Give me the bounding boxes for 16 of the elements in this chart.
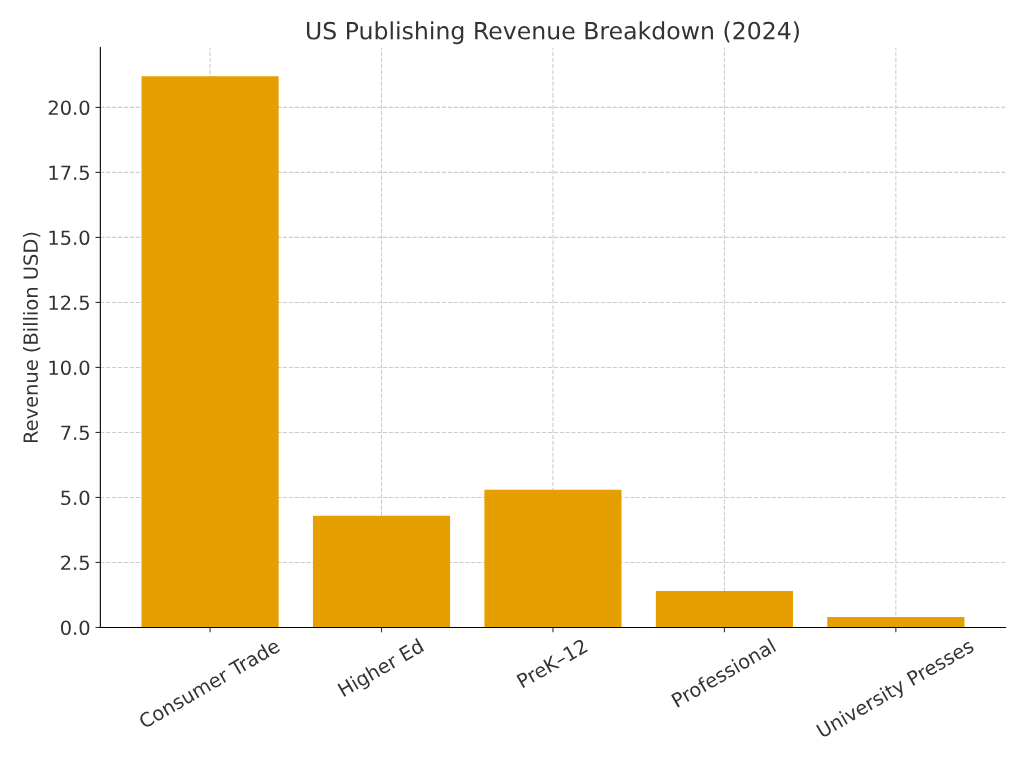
bar <box>655 591 793 628</box>
y-tick-label: 15.0 <box>49 230 90 246</box>
y-tick-label: 5.0 <box>61 490 90 506</box>
chart-title: US Publishing Revenue Breakdown (2024) <box>306 21 799 45</box>
y-tick-label: 17.5 <box>49 165 89 181</box>
bar <box>484 489 622 628</box>
y-tick-label: 7.5 <box>61 425 89 441</box>
y-tick-label: 20.0 <box>48 100 90 116</box>
y-tick-label: 2.5 <box>61 555 89 571</box>
y-tick-label: 12.5 <box>49 295 89 311</box>
bar <box>827 617 965 628</box>
y-tick-label: 0.0 <box>60 620 90 636</box>
bar <box>312 515 451 628</box>
bar <box>141 76 279 628</box>
y-axis-title: Revenue (Billion USD) <box>22 232 41 443</box>
y-tick-label: 10.0 <box>49 360 90 376</box>
